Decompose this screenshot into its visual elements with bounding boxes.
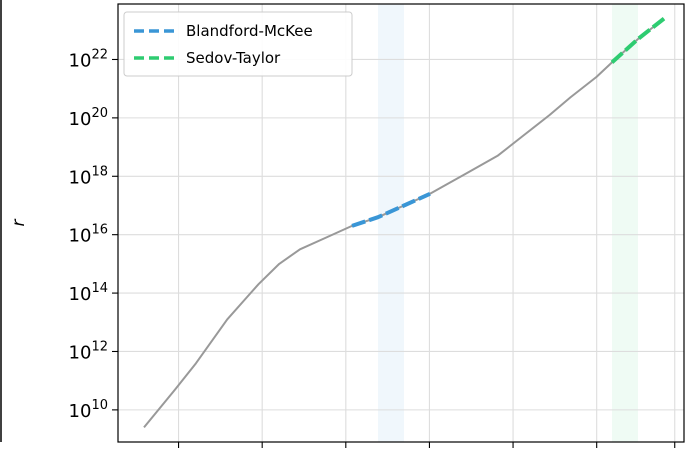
series-line-blandford-mckee <box>351 191 431 228</box>
y-tick-label: 1010 <box>69 398 108 422</box>
y-axis-label: r <box>9 219 29 227</box>
shaded-region-sedov-taylor <box>612 4 638 442</box>
legend-label-sedov-taylor: Sedov-Taylor <box>186 49 281 67</box>
legend: Blandford-McKee Sedov-Taylor <box>123 11 353 77</box>
legend-label-blandford-mckee: Blandford-McKee <box>186 22 313 40</box>
plot-frame <box>117 3 685 443</box>
y-axis-ticks: 1010 1012 1014 1016 1018 1020 1022 <box>69 47 118 422</box>
grid <box>118 4 684 442</box>
y-tick-label: 1018 <box>69 164 108 188</box>
y-tick-label: 1020 <box>69 106 108 130</box>
legend-box <box>123 11 353 77</box>
y-tick-label: 1022 <box>69 47 108 71</box>
y-tick-label: 1014 <box>69 281 108 305</box>
series-line-sedov-taylor <box>610 17 666 64</box>
x-axis-ticks <box>178 442 676 448</box>
shaded-region-blandford-mckee <box>378 4 404 442</box>
series-lines <box>143 17 666 429</box>
y-tick-label: 1012 <box>69 339 108 363</box>
y-tick-label: 1016 <box>69 223 108 247</box>
shaded-regions <box>378 4 638 442</box>
